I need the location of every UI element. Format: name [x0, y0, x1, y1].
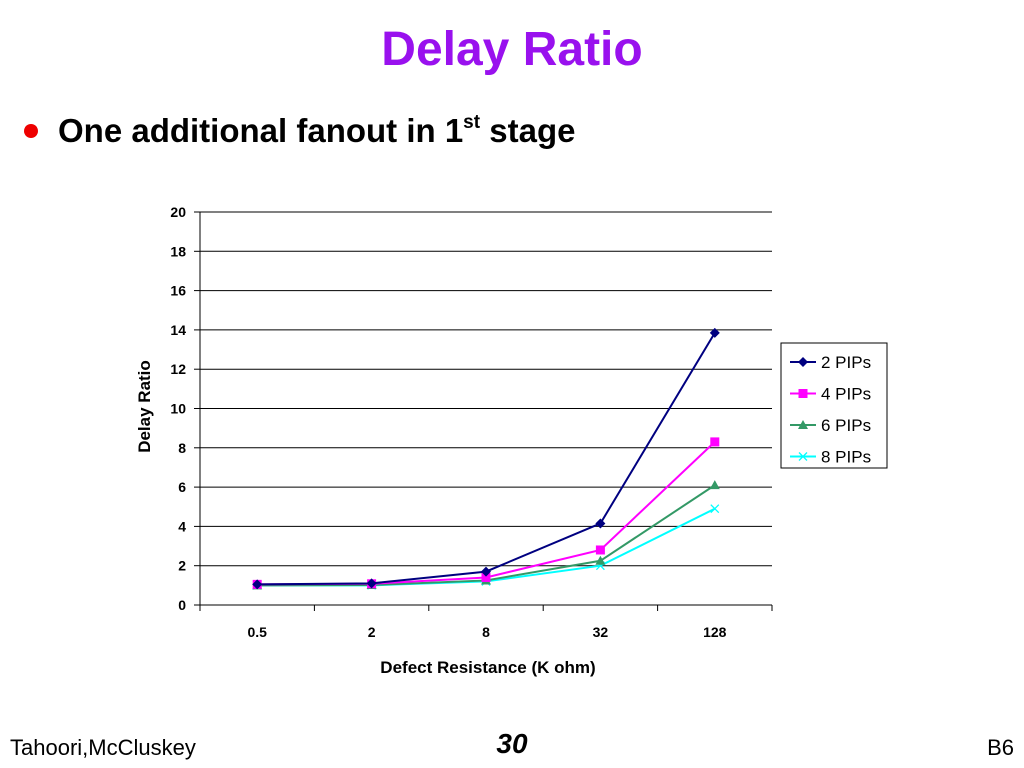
- legend-label: 6 PIPs: [821, 416, 871, 435]
- series-line: [257, 441, 716, 586]
- x-tick-label: 8: [482, 624, 490, 640]
- legend-box: [780, 342, 888, 469]
- data-point: [710, 437, 720, 447]
- data-point: [595, 518, 606, 529]
- data-point: [709, 480, 720, 490]
- data-point: [710, 504, 720, 514]
- legend-marker: [798, 357, 808, 367]
- data-point: [252, 579, 263, 590]
- y-tick-label: 18: [170, 243, 186, 259]
- series-line: [257, 332, 716, 586]
- data-point: [595, 545, 605, 555]
- legend-label: 4 PIPs: [821, 385, 871, 404]
- y-tick-label: 20: [170, 204, 186, 220]
- y-axis-title: Delay Ratio: [135, 360, 154, 453]
- slide-title: Delay Ratio: [381, 23, 643, 76]
- chart-legend: 2 PIPs 4 PIPs 6 PIPs 8 PIPs: [780, 342, 888, 469]
- data-point: [709, 327, 720, 338]
- footer-authors: Tahoori,McCluskey: [10, 735, 196, 760]
- x-tick-label: 2: [368, 624, 376, 640]
- legend-label: 2 PIPs: [821, 353, 871, 372]
- data-point: [481, 572, 491, 582]
- x-tick-label: 32: [593, 624, 609, 640]
- y-tick-label: 6: [178, 479, 186, 495]
- bullet-item: One additional fanout in 1st stage: [24, 112, 575, 150]
- x-tick-label: 0.5: [247, 624, 267, 640]
- data-point: [481, 566, 491, 577]
- bullet-text: One additional fanout in 1st stage: [58, 112, 575, 150]
- y-tick-label: 2: [178, 558, 186, 574]
- legend-marker: [798, 389, 808, 398]
- data-point: [366, 578, 377, 589]
- y-tick-label: 16: [170, 283, 186, 299]
- y-tick-label: 10: [170, 401, 186, 417]
- delay-ratio-chart: 0 2 4 6 8 10 12 14 16 18 20 0.5 2 8 32 128 Defect Resist…: [135, 204, 888, 677]
- bullet-superscript: st: [463, 112, 481, 133]
- bullet-dot-icon: [24, 124, 38, 138]
- y-tick-label: 4: [178, 518, 186, 534]
- legend-marker: [798, 420, 808, 429]
- y-tick-label: 14: [170, 322, 186, 338]
- series-2-pips: [252, 327, 720, 590]
- data-point: [595, 555, 606, 565]
- y-tick-label: 12: [170, 361, 186, 377]
- footer-slide-id: B6: [987, 735, 1014, 760]
- x-tick-label: 128: [703, 624, 727, 640]
- legend-marker: [798, 452, 808, 461]
- x-axis-title: Defect Resistance (K ohm): [380, 658, 595, 677]
- footer-page-number: 30: [496, 728, 528, 759]
- legend-label: 8 PIPs: [821, 448, 871, 467]
- y-tick-label: 0: [178, 597, 186, 613]
- bullet-text-main: One additional fanout in 1: [58, 112, 464, 149]
- y-tick-label: 8: [178, 440, 186, 456]
- bullet-text-suffix: stage: [480, 112, 576, 149]
